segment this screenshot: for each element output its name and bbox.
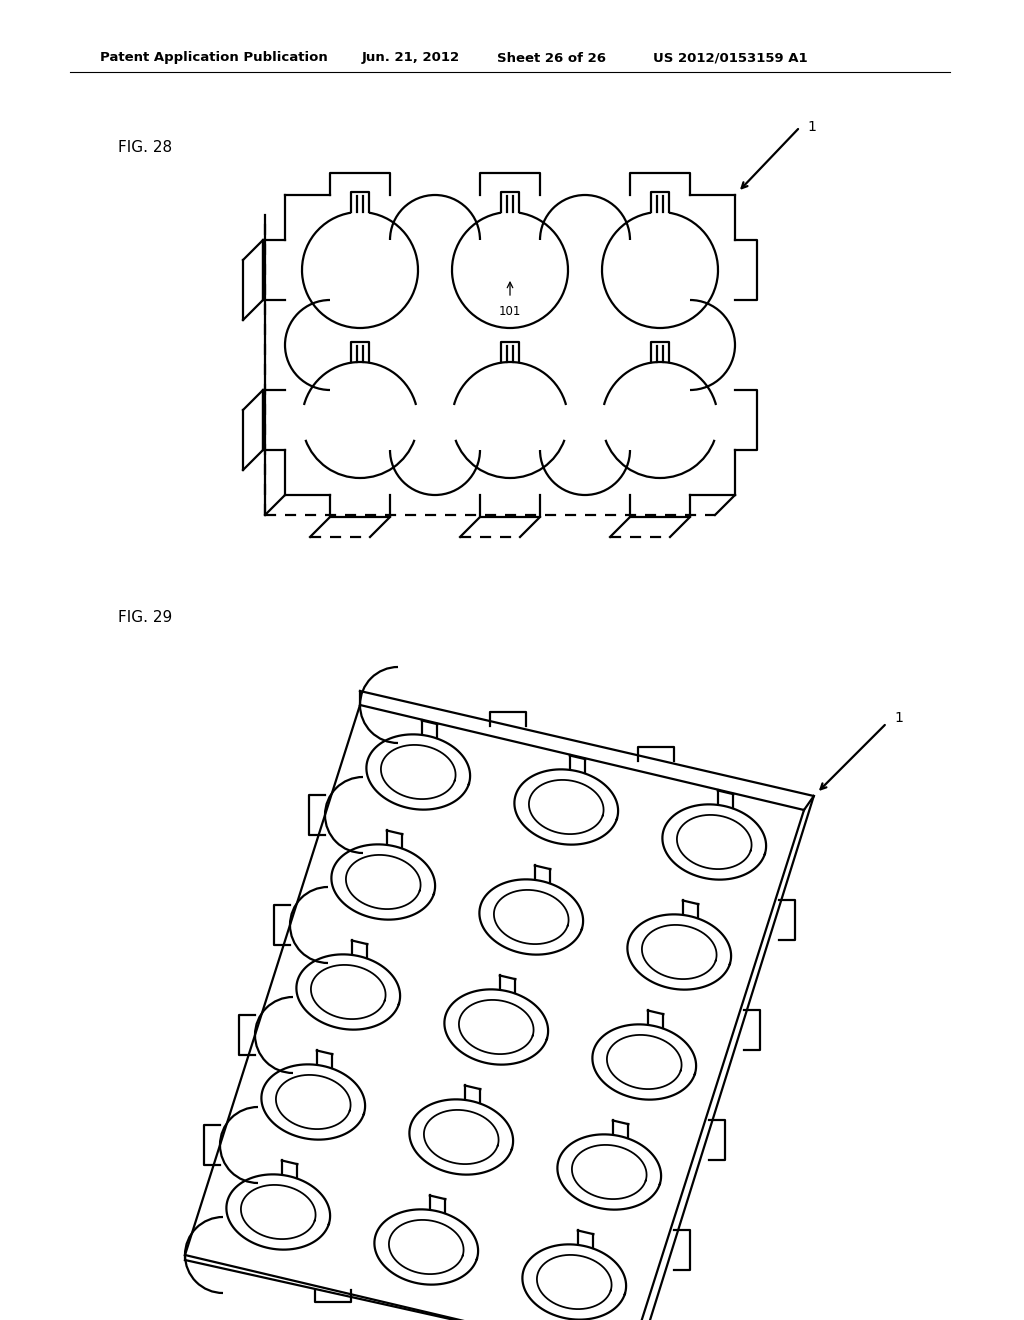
Text: Jun. 21, 2012: Jun. 21, 2012 <box>362 51 469 65</box>
Text: 101: 101 <box>499 305 521 318</box>
Text: FIG. 29: FIG. 29 <box>118 610 172 626</box>
Text: Patent Application Publication: Patent Application Publication <box>100 51 328 65</box>
Text: FIG. 28: FIG. 28 <box>118 140 172 156</box>
Text: Sheet 26 of 26: Sheet 26 of 26 <box>497 51 606 65</box>
Text: 1: 1 <box>808 120 816 135</box>
Text: 1: 1 <box>894 711 903 725</box>
Text: US 2012/0153159 A1: US 2012/0153159 A1 <box>653 51 808 65</box>
